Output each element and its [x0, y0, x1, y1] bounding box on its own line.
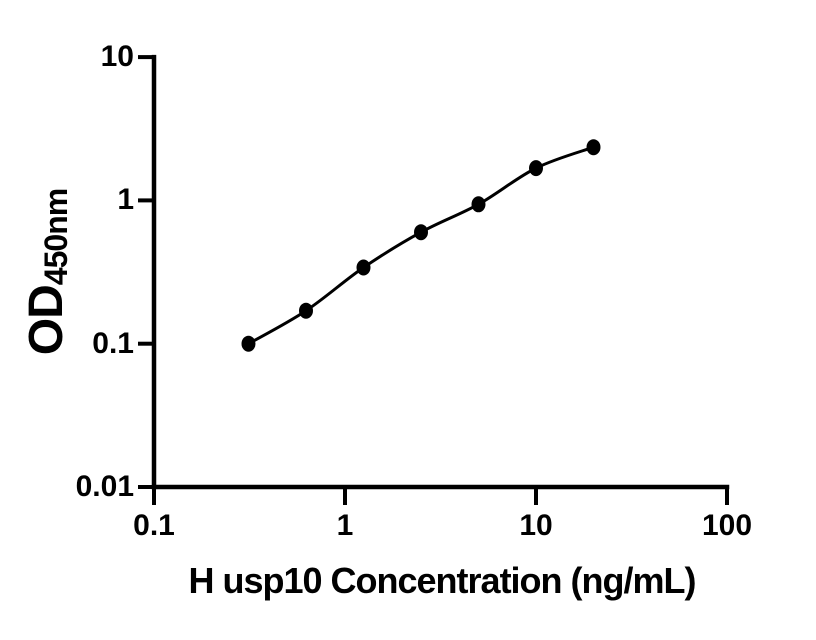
x-axis-title: H usp10 Concentration (ng/mL) — [188, 560, 696, 601]
data-point — [241, 335, 256, 352]
y-tick-label: 0.01 — [75, 470, 134, 503]
data-point — [414, 224, 428, 241]
y-tick-label: 0.1 — [92, 326, 134, 360]
data-point — [586, 139, 601, 156]
x-tick-label: 10 — [519, 509, 553, 542]
data-point — [529, 160, 543, 177]
x-tick-label: 100 — [701, 509, 753, 542]
x-tick-label: 0.1 — [133, 509, 175, 542]
y-axis-title: OD450nm — [19, 189, 75, 355]
data-point — [471, 196, 486, 213]
data-point — [356, 259, 371, 276]
y-axis-title-subscript: 450nm — [38, 188, 74, 286]
data-point — [299, 302, 313, 319]
y-axis-title-main: OD — [20, 285, 73, 356]
y-tick-label: 10 — [100, 40, 134, 74]
x-tick-label: 1 — [336, 509, 354, 542]
y-tick-label: 1 — [117, 183, 134, 217]
